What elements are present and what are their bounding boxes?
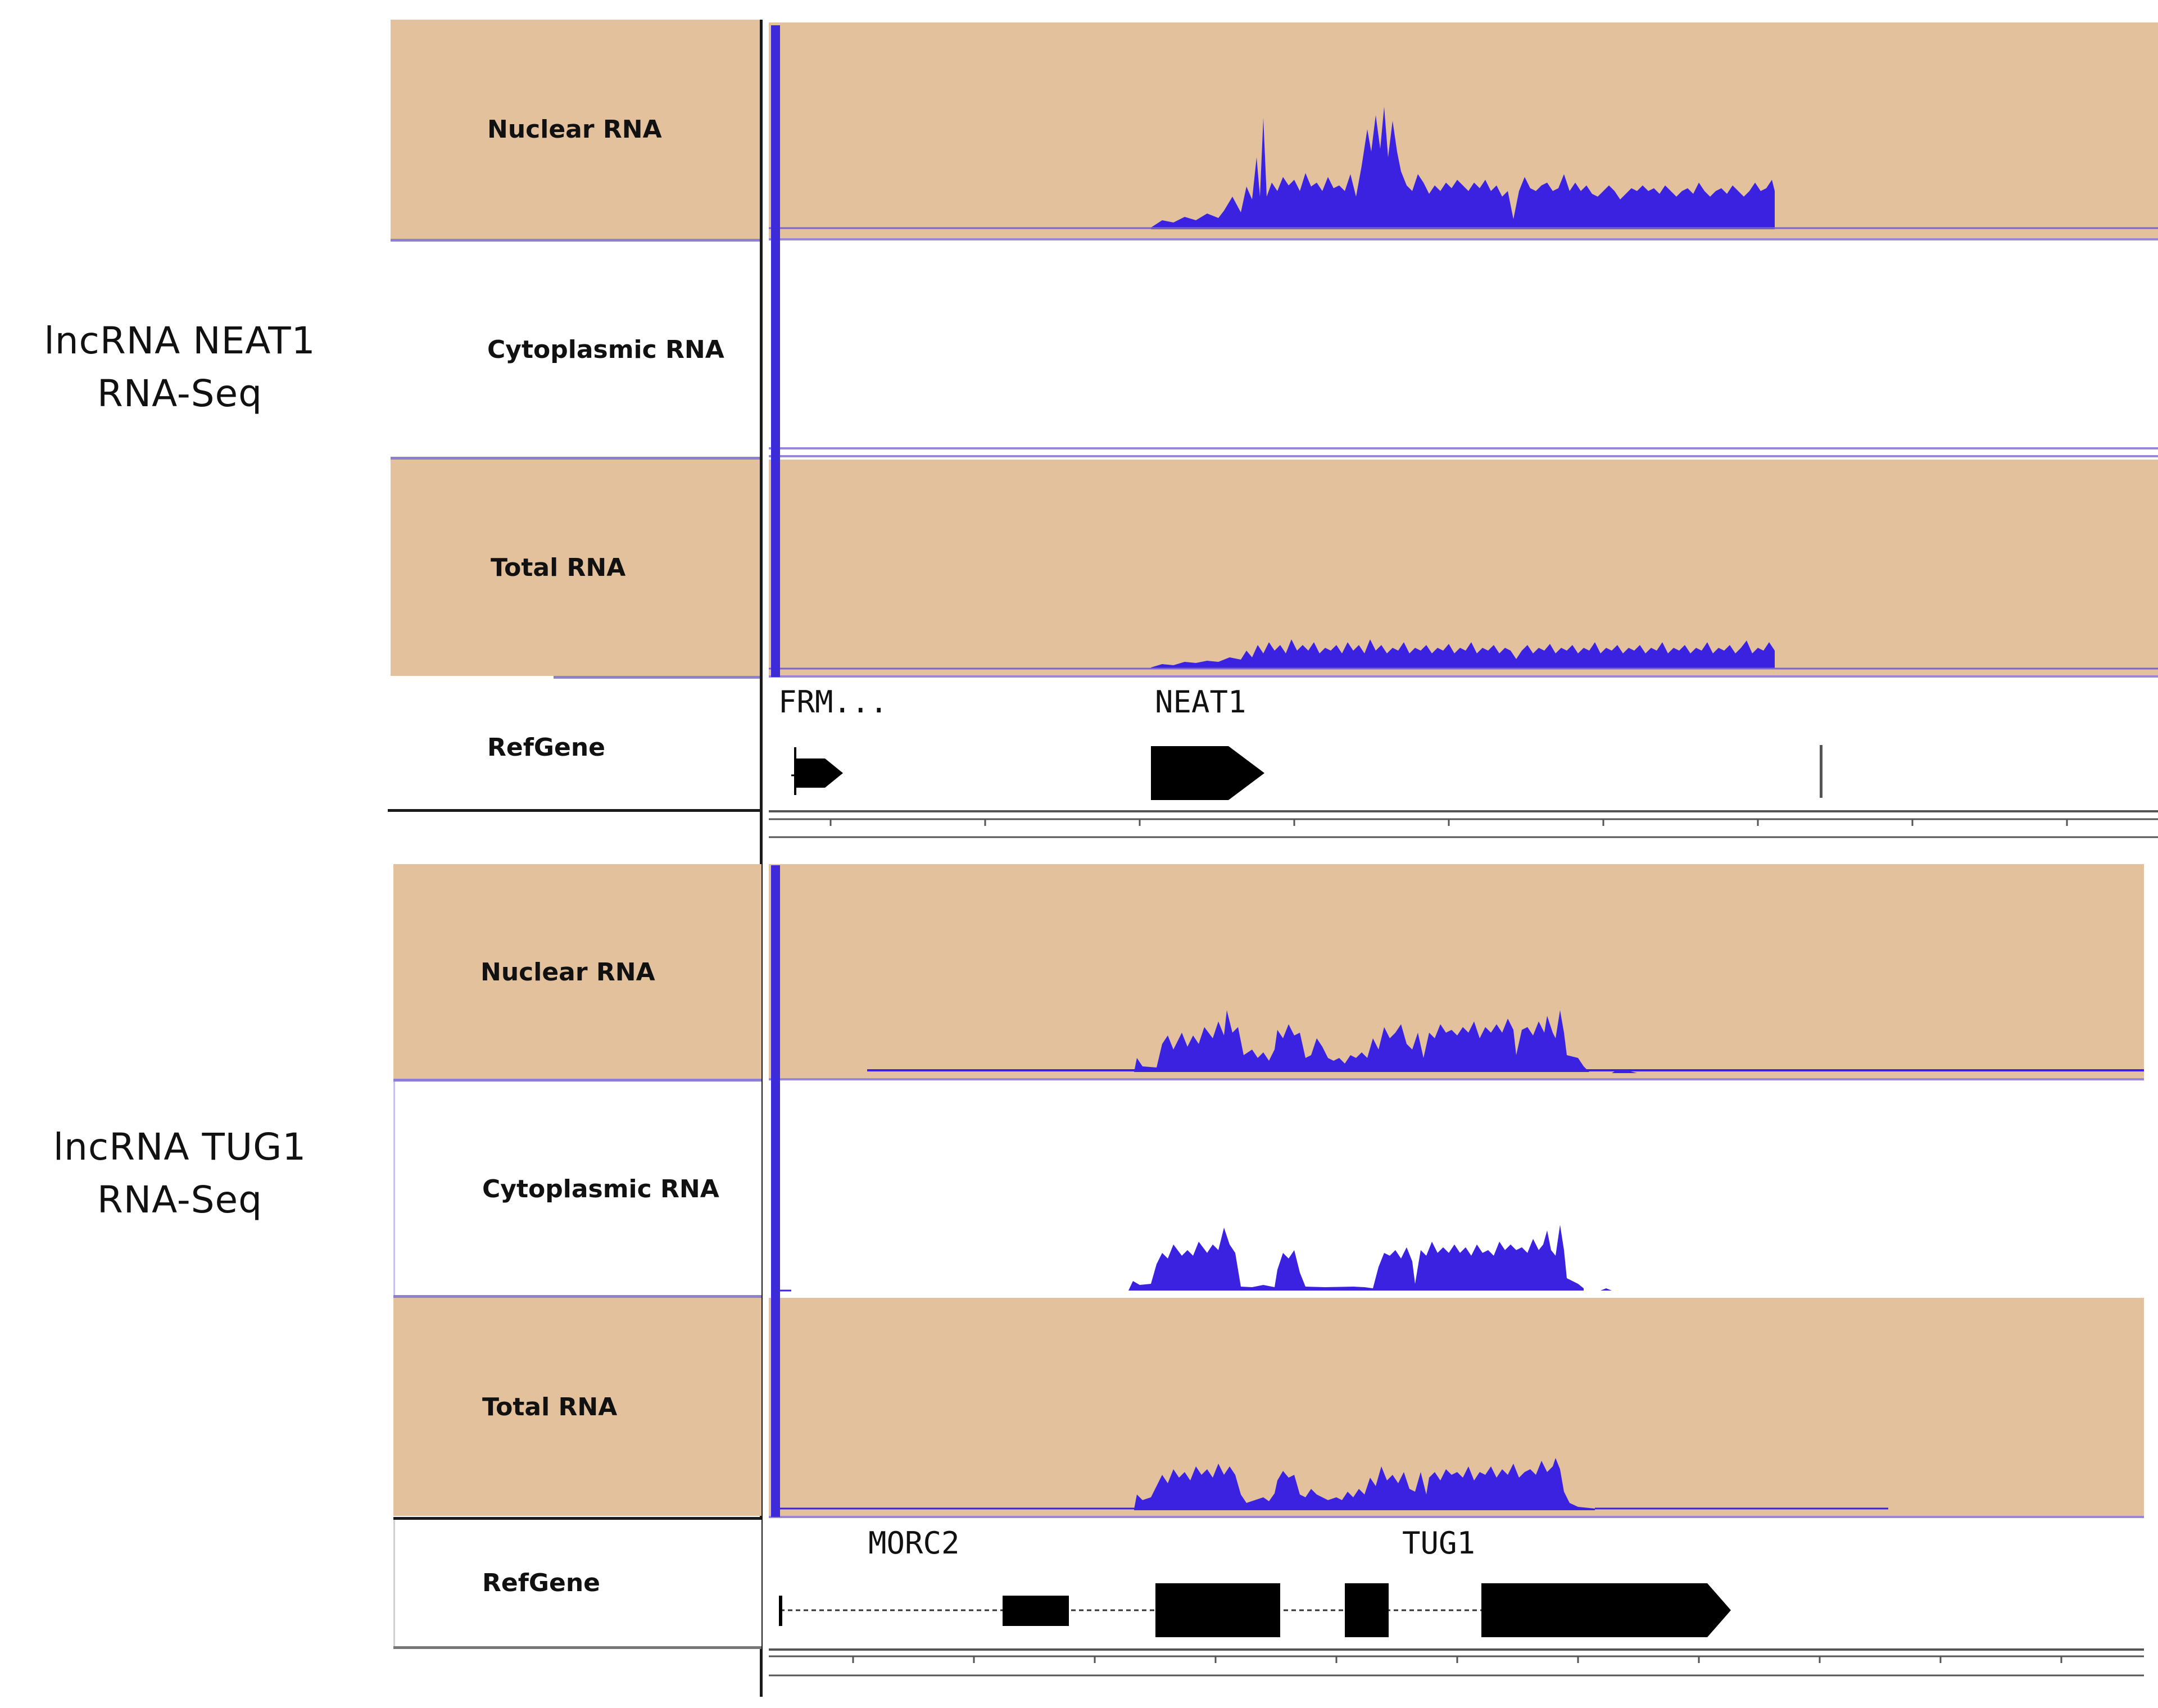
group-title-tug1: lncRNA TUG1 RNA-Seq	[22, 1121, 337, 1227]
track-label-text: Nuclear RNA	[480, 958, 655, 987]
gene-start-mark	[779, 1596, 782, 1626]
track-label-refgene-tug1[interactable]: RefGene	[393, 1520, 761, 1646]
gene-features[interactable]	[769, 730, 2158, 809]
track-label-text: Cytoplasmic RNA	[482, 1174, 719, 1203]
coverage-plot	[769, 447, 2158, 449]
group-title-line1: lncRNA NEAT1	[44, 319, 316, 362]
exon	[1155, 1583, 1280, 1637]
exon	[1345, 1583, 1389, 1637]
exon	[1003, 1596, 1069, 1626]
coverage-plot	[780, 1458, 1888, 1510]
track-label-total-neat1[interactable]: Total RNA	[391, 460, 761, 676]
track-label-text: RefGene	[487, 733, 605, 762]
scale-bar	[771, 25, 780, 677]
gene-label-morc2[interactable]: MORC2	[868, 1525, 960, 1561]
coverage-track-total-tug1[interactable]	[769, 1298, 2144, 1518]
group-title-line1: lncRNA TUG1	[53, 1125, 307, 1169]
coverage-track-nuclear-tug1[interactable]	[769, 864, 2144, 1080]
coordinate-ruler	[769, 810, 2158, 838]
group-title-neat1: lncRNA NEAT1 RNA-Seq	[22, 315, 337, 420]
track-label-refgene-neat1[interactable]: RefGene	[391, 685, 761, 809]
track-label-cytoplasmic-tug1[interactable]: Cytoplasmic RNA	[393, 1082, 761, 1296]
gene-label-neat1[interactable]: NEAT1	[1155, 684, 1246, 720]
track-label-text: Nuclear RNA	[487, 115, 662, 144]
group-title-line2: RNA-Seq	[97, 1178, 263, 1221]
track-label-cytoplasmic-neat1[interactable]: Cytoplasmic RNA	[391, 242, 761, 458]
coverage-track-nuclear-neat1[interactable]	[769, 22, 2158, 240]
coverage-plot	[769, 107, 2158, 229]
coordinate-ruler	[769, 1648, 2144, 1677]
coverage-track-cytoplasmic-tug1[interactable]	[769, 1082, 2144, 1296]
gene-feature-frm	[796, 758, 843, 788]
gene-label-tug1[interactable]: TUG1	[1402, 1525, 1476, 1561]
coverage-plot	[867, 1010, 2144, 1073]
gene-feature-small	[1820, 745, 1822, 798]
track-label-text: RefGene	[482, 1569, 600, 1597]
coverage-track-total-neat1[interactable]	[769, 460, 2158, 678]
gene-label-frm[interactable]: FRM...	[778, 684, 888, 720]
gene-feature-tug1	[1481, 1583, 1731, 1637]
coverage-track-cytoplasmic-neat1[interactable]	[769, 243, 2158, 457]
track-label-text: Cytoplasmic RNA	[487, 335, 724, 364]
track-label-total-tug1[interactable]: Total RNA	[393, 1298, 761, 1516]
gene-features[interactable]	[769, 1573, 2144, 1646]
track-label-nuclear-neat1[interactable]: Nuclear RNA	[391, 20, 761, 239]
group-title-line2: RNA-Seq	[97, 372, 263, 415]
coverage-plot	[769, 639, 2158, 670]
track-label-text: Total RNA	[491, 553, 626, 582]
scale-bar	[771, 865, 780, 1517]
coverage-plot	[780, 1225, 1612, 1292]
gene-feature-neat1	[1151, 746, 1264, 800]
track-label-text: Total RNA	[482, 1392, 618, 1421]
track-label-nuclear-tug1[interactable]: Nuclear RNA	[393, 864, 761, 1080]
